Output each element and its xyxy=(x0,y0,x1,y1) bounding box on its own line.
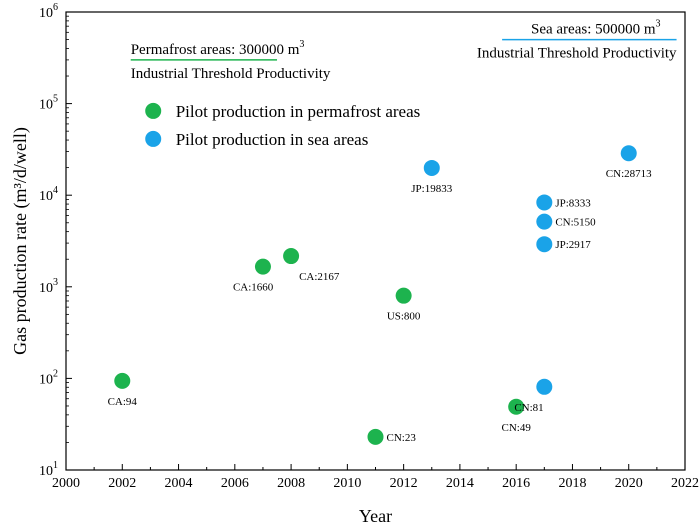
legend-label: Pilot production in permafrost areas xyxy=(176,102,421,121)
point-permafrost xyxy=(395,287,412,304)
point-label: CN:28713 xyxy=(606,168,652,180)
point-sea xyxy=(423,159,440,176)
x-tick-label: 2022 xyxy=(671,476,699,491)
x-tick-label: 2002 xyxy=(108,476,136,491)
x-tick-label: 2008 xyxy=(277,476,305,491)
x-tick-label: 2000 xyxy=(52,476,80,491)
y-axis-title: Gas production rate (m³/d/well) xyxy=(10,127,31,355)
point-label: CA:94 xyxy=(108,396,138,408)
y-tick-label: 102 xyxy=(39,368,58,387)
point-sea xyxy=(536,194,553,211)
point-permafrost xyxy=(114,372,131,389)
x-axis-title: Year xyxy=(359,506,392,526)
point-label: CA:2167 xyxy=(299,271,340,283)
point-permafrost xyxy=(254,258,271,275)
point-label: CA:1660 xyxy=(233,282,274,294)
x-tick-label: 2018 xyxy=(558,476,586,491)
point-sea xyxy=(536,236,553,253)
x-tick-label: 2004 xyxy=(165,476,193,491)
y-tick-label: 103 xyxy=(39,277,58,296)
threshold-caption-permafrost: Industrial Threshold Productivity xyxy=(131,66,331,82)
data-points: CA:94 CA:1660 CA:2167 CN:23 US:800 CN:49 JP:19… xyxy=(108,145,652,445)
point-label: JP:2917 xyxy=(555,239,591,251)
y-tick-label: 105 xyxy=(39,94,58,113)
x-tick-label: 2010 xyxy=(333,476,361,491)
point-label: JP:8333 xyxy=(555,197,591,209)
legend-marker xyxy=(145,130,162,147)
x-tick-label: 2016 xyxy=(502,476,530,491)
y-tick-label: 106 xyxy=(39,2,58,21)
point-label: CN:49 xyxy=(502,422,532,434)
x-tick-label: 2012 xyxy=(390,476,418,491)
point-sea xyxy=(536,378,553,395)
x-tick-label: 2020 xyxy=(615,476,643,491)
x-tick-labels: 2000 2002 2004 2006 2008 2010 2012 2014 2016 2018… xyxy=(52,476,699,491)
point-label: CN:5150 xyxy=(555,217,596,229)
threshold-value-permafrost: Permafrost areas: 300000 m3 xyxy=(131,39,305,58)
point-label: CN:81 xyxy=(514,402,543,414)
y-tick-label: 104 xyxy=(39,185,58,204)
point-sea xyxy=(620,145,637,162)
point-permafrost xyxy=(283,248,300,265)
point-permafrost xyxy=(367,428,384,445)
legend-label: Pilot production in sea areas xyxy=(176,130,369,149)
point-label: JP:19833 xyxy=(411,183,452,195)
threshold-value-sea: Sea areas: 500000 m3 xyxy=(531,19,661,38)
legend: Pilot production in permafrost areas Pilo… xyxy=(145,102,420,149)
point-label: CN:23 xyxy=(387,432,417,444)
threshold-annotations: Permafrost areas: 300000 m3 Industrial Th… xyxy=(130,19,677,82)
point-permafrost xyxy=(508,398,525,415)
plot-frame xyxy=(65,11,686,471)
legend-marker xyxy=(145,102,162,119)
point-label: US:800 xyxy=(387,311,421,323)
point-sea xyxy=(536,213,553,230)
x-tick-label: 2014 xyxy=(446,476,474,491)
threshold-caption-sea: Industrial Threshold Productivity xyxy=(477,46,677,62)
x-tick-label: 2006 xyxy=(221,476,249,491)
